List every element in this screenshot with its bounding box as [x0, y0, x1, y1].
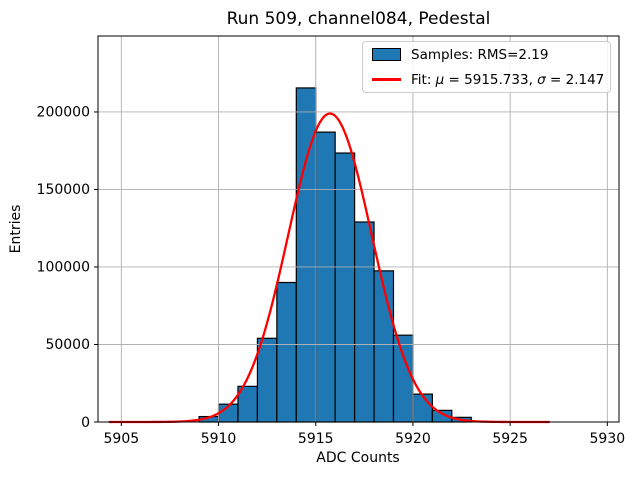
- histogram-bar: [392, 334, 414, 423]
- y-tick-label: 0: [81, 415, 90, 431]
- histogram-bar: [256, 337, 278, 423]
- legend-item-fit: Fit: μ = 5915.733, σ = 2.147: [372, 67, 604, 92]
- y-axis-label: Entries: [8, 204, 24, 254]
- axis-ticks: 5905 5910 5915 5920 5925 5930 0 50000 100000 1500…: [37, 105, 626, 447]
- legend-samples-label: Samples: RMS=2.19: [411, 46, 549, 63]
- y-tick-label: 100000: [37, 260, 90, 276]
- chart-title: Run 509, channel084, Pedestal: [226, 9, 491, 29]
- histogram-bars: [198, 87, 472, 423]
- histogram-bar: [354, 221, 375, 423]
- histogram-bar: [315, 131, 336, 423]
- gaussian-fit-curve: [108, 112, 551, 424]
- sigma-symbol: σ: [537, 71, 546, 88]
- y-tick-label: 200000: [37, 105, 90, 121]
- histogram-bar: [276, 281, 297, 423]
- legend-item-samples: Samples: RMS=2.19: [372, 42, 604, 67]
- x-tick-label: 5915: [298, 431, 334, 447]
- fit-line-swatch-icon: [372, 78, 401, 81]
- x-tick-label: 5920: [395, 431, 431, 447]
- y-tick-label: 50000: [45, 337, 90, 353]
- fit-label-prefix: Fit:: [411, 71, 436, 88]
- x-axis-label: ADC Counts: [316, 450, 400, 466]
- legend-fit-label: Fit: μ = 5915.733, σ = 2.147: [411, 72, 604, 88]
- histogram-bar: [334, 152, 356, 423]
- histogram-bar: [373, 270, 395, 423]
- axes-spines: [97, 35, 620, 423]
- fit-label-mid: = 5915.733,: [444, 71, 538, 88]
- legend: Samples: RMS=2.19 Fit: μ = 5915.733, σ =…: [362, 41, 611, 93]
- fit-label-suffix: = 2.147: [545, 71, 605, 88]
- x-tick-label: 5930: [590, 431, 626, 447]
- y-tick-label: 150000: [37, 182, 90, 198]
- mu-symbol: μ: [435, 71, 445, 88]
- histogram-bar: [412, 393, 433, 423]
- x-tick-label: 5905: [104, 431, 140, 447]
- histogram-swatch-icon: [372, 48, 401, 61]
- x-tick-label: 5925: [492, 431, 528, 447]
- x-tick-label: 5910: [201, 431, 237, 447]
